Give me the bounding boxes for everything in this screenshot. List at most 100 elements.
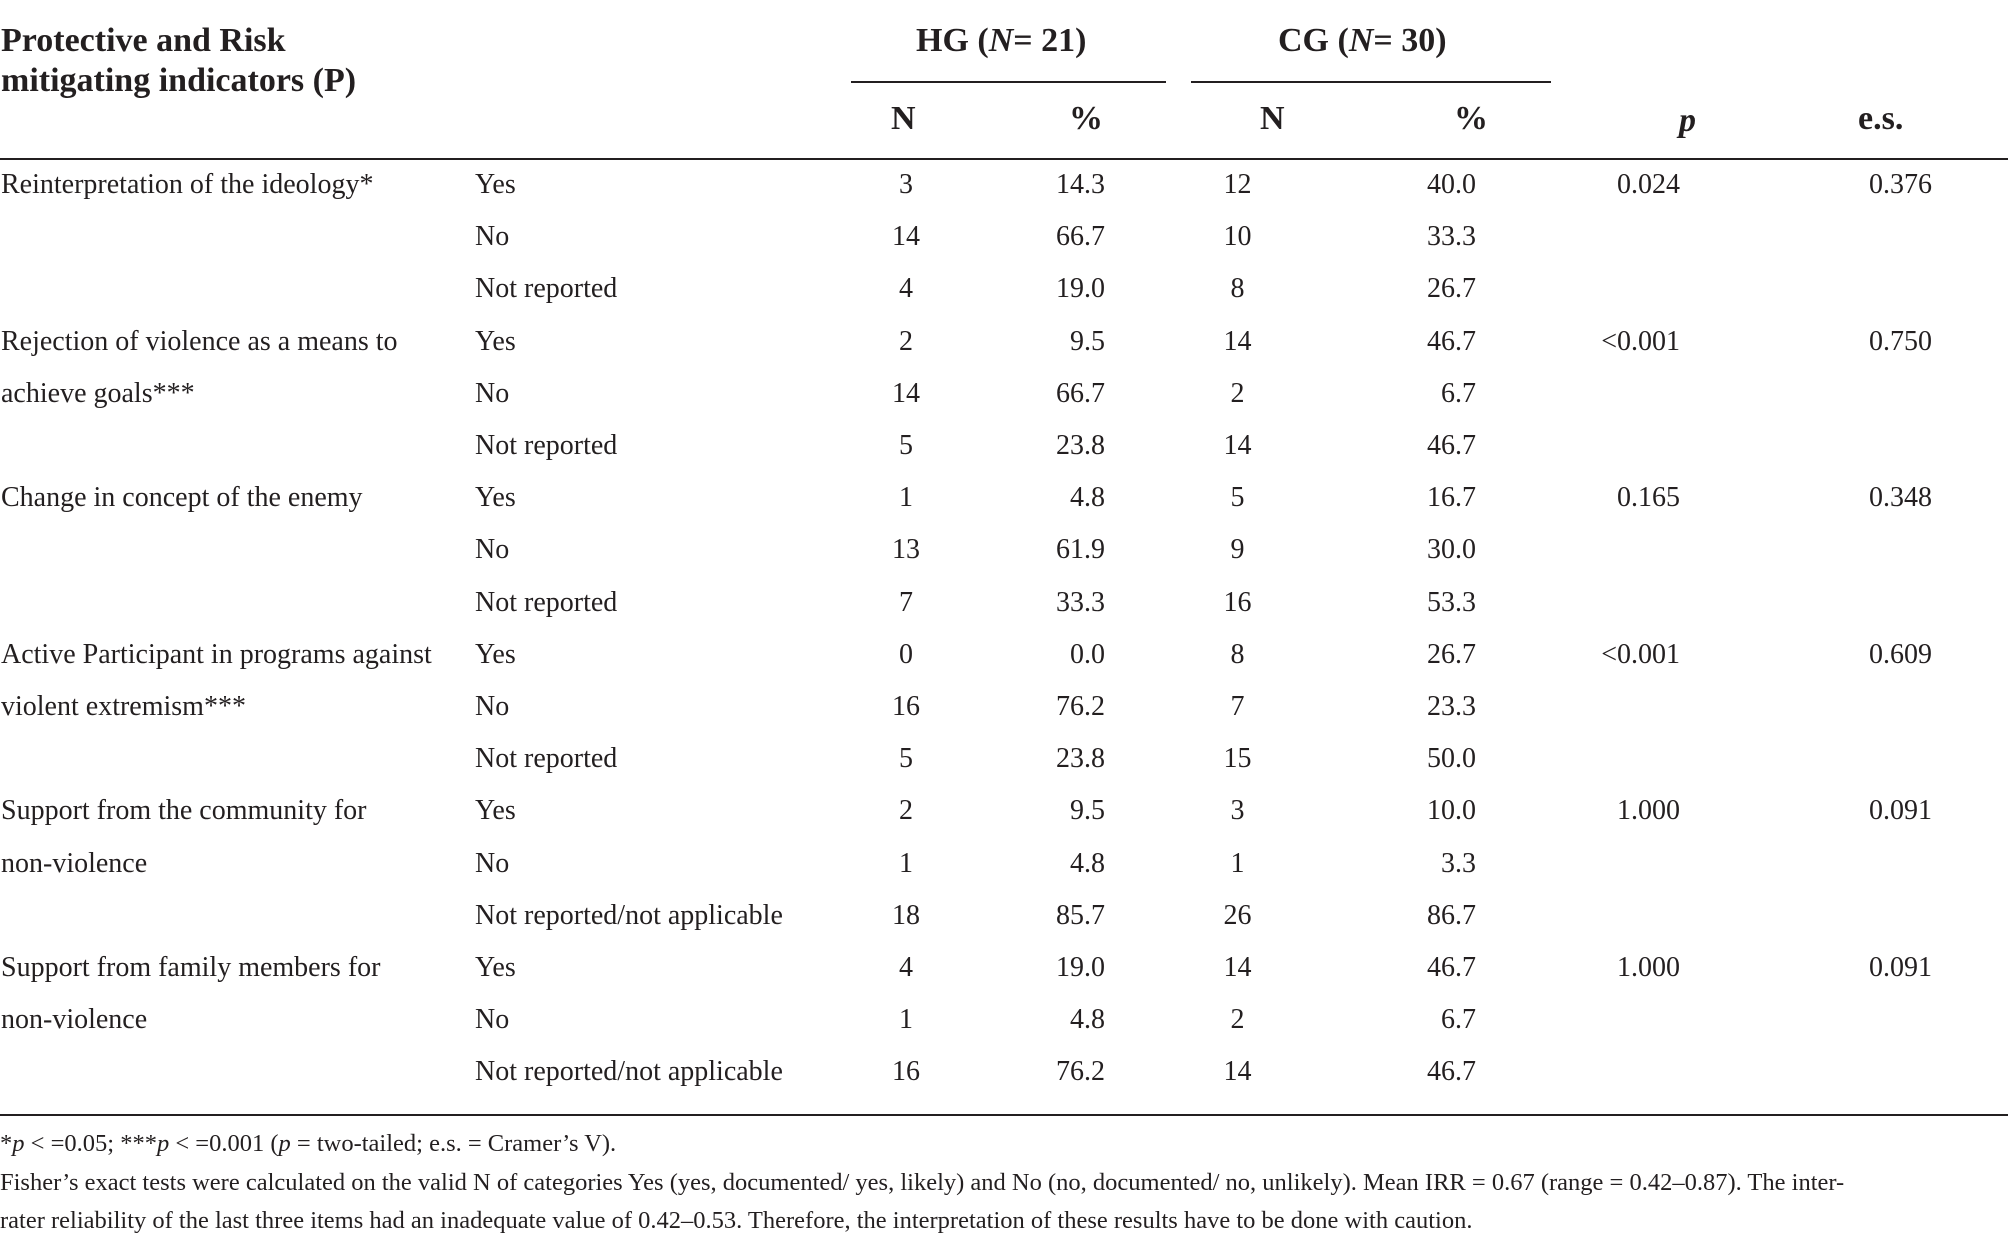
hg-n-cell: 14 (892, 377, 920, 409)
table-row: Change in concept of the enemy Yes 1 4.8 5 16… (0, 472, 2008, 524)
cg-pct-cell: 40.0 (1427, 169, 1476, 201)
hg-n-cell: 16 (892, 1056, 920, 1088)
indicator-cell: Active Participant in programs against (1, 638, 432, 670)
category-cell: No (475, 847, 510, 879)
hg-n-cell: 7 (899, 586, 913, 618)
hg-n-cell: 0 (899, 638, 913, 670)
header-bottom-rule (0, 158, 2008, 160)
hg-pct-cell: 4.8 (1070, 1004, 1105, 1036)
cg-n-cell: 3 (1230, 795, 1245, 827)
indicator-cell: Support from family members for (1, 951, 381, 983)
hg-pct-header: % (1069, 100, 1103, 137)
hg-pct-cell: 85.7 (1056, 899, 1105, 931)
row-padding (1990, 368, 2008, 420)
cg-n-cell: 7 (1230, 690, 1245, 722)
category-cell: Not reported (475, 273, 618, 305)
table-row: Active Participant in programs against Ye… (0, 629, 2008, 681)
effect-size-cell: 0.091 (1869, 951, 1932, 983)
hg-pct-cell: 19.0 (1056, 273, 1105, 305)
cg-pct-cell: 46.7 (1427, 430, 1476, 462)
row-padding (1990, 629, 2008, 681)
effect-size-cell (1720, 733, 1990, 785)
cg-n-header: N (1260, 100, 1285, 137)
cg-pct-cell: 23.3 (1427, 690, 1476, 722)
effect-size-cell: 0.348 (1869, 482, 1932, 514)
hg-pct-cell: 9.5 (1070, 795, 1105, 827)
indicator-cell (0, 211, 470, 263)
table-row: Not reported 4 19.0 8 26.7 (0, 263, 2008, 315)
hg-group-underline (851, 81, 1166, 83)
table-row: Support from family members for Yes 4 19.0 1… (0, 942, 2008, 994)
p-value-cell (1490, 420, 1720, 472)
indicator-cell: non-violence (1, 1004, 148, 1036)
p-value-cell (1490, 263, 1720, 315)
row-padding (1990, 785, 2008, 837)
table-row: Not reported 5 23.8 15 50.0 (0, 733, 2008, 785)
row-padding (1990, 420, 2008, 472)
cg-n-cell: 5 (1230, 482, 1245, 514)
hg-pct-cell: 33.3 (1056, 586, 1105, 618)
table-bottom-rule (0, 1114, 2008, 1116)
row-padding (1990, 837, 2008, 889)
indicator-cell: Reinterpretation of the ideology* (1, 169, 374, 201)
p-value-cell: 1.000 (1617, 951, 1680, 983)
p-value-cell (1490, 681, 1720, 733)
hg-n-cell: 1 (899, 1004, 913, 1036)
cg-pct-cell: 3.3 (1441, 847, 1476, 879)
category-cell: Yes (475, 638, 516, 670)
hg-n-cell: 4 (899, 273, 913, 305)
cg-n-cell: 12 (1223, 169, 1252, 201)
p-value-cell (1490, 524, 1720, 576)
hg-n-cell: 3 (899, 169, 913, 201)
cg-pct-cell: 26.7 (1427, 638, 1476, 670)
hg-group-header: HG (N= 21) (916, 22, 1087, 59)
cg-n-cell: 26 (1223, 899, 1252, 931)
hg-n-header: N (891, 100, 916, 137)
effect-size-cell (1720, 994, 1990, 1046)
hg-n-cell: 5 (899, 430, 913, 462)
hg-n-cell: 5 (899, 743, 913, 775)
es-header: e.s. (1858, 100, 1904, 137)
cg-pct-cell: 33.3 (1427, 221, 1476, 253)
effect-size-cell (1720, 890, 1990, 942)
effect-size-cell (1720, 368, 1990, 420)
hg-pct-cell: 61.9 (1056, 534, 1105, 566)
row-padding (1990, 1046, 2008, 1098)
effect-size-cell: 0.376 (1869, 169, 1932, 201)
table-row: non-violence No 1 4.8 2 6.7 (0, 994, 2008, 1046)
cg-pct-cell: 50.0 (1427, 743, 1476, 775)
category-cell: No (475, 221, 510, 253)
p-header: p (1679, 102, 1696, 139)
table-row: violent extremism*** No 16 76.2 7 23.3 (0, 681, 2008, 733)
category-cell: No (475, 690, 510, 722)
hg-pct-cell: 0.0 (1070, 638, 1105, 670)
effect-size-cell: 0.609 (1869, 638, 1932, 670)
cg-pct-cell: 10.0 (1427, 795, 1476, 827)
cg-n-cell: 8 (1230, 273, 1245, 305)
effect-size-cell (1720, 837, 1990, 889)
effect-size-cell (1720, 577, 1990, 629)
cg-group-header: CG (N= 30) (1278, 22, 1447, 59)
cg-pct-cell: 26.7 (1427, 273, 1476, 305)
cg-pct-cell: 53.3 (1427, 586, 1476, 618)
row-padding (1990, 524, 2008, 576)
cg-n-cell: 14 (1223, 1056, 1252, 1088)
table-row: achieve goals*** No 14 66.7 2 6.7 (0, 368, 2008, 420)
table-row: Reinterpretation of the ideology* Yes 3 14.… (0, 159, 2008, 211)
category-cell: Not reported (475, 586, 618, 618)
hg-n-cell: 1 (899, 847, 913, 879)
hg-pct-cell: 19.0 (1056, 951, 1105, 983)
cg-group-underline (1191, 81, 1551, 83)
indicator-header-line2: mitigating indicators (P) (1, 62, 357, 99)
row-padding (1990, 159, 2008, 211)
method-note-line2: rater reliability of the last three item… (0, 1207, 1473, 1234)
row-padding (1990, 994, 2008, 1046)
table-row: Not reported 5 23.8 14 46.7 (0, 420, 2008, 472)
effect-size-cell (1720, 420, 1990, 472)
category-cell: Yes (475, 951, 516, 983)
hg-pct-cell: 14.3 (1056, 169, 1105, 201)
cg-n-cell: 14 (1223, 325, 1252, 357)
effect-size-cell: 0.091 (1869, 795, 1932, 827)
hg-n-cell: 4 (899, 951, 913, 983)
cg-n-cell: 15 (1223, 743, 1252, 775)
